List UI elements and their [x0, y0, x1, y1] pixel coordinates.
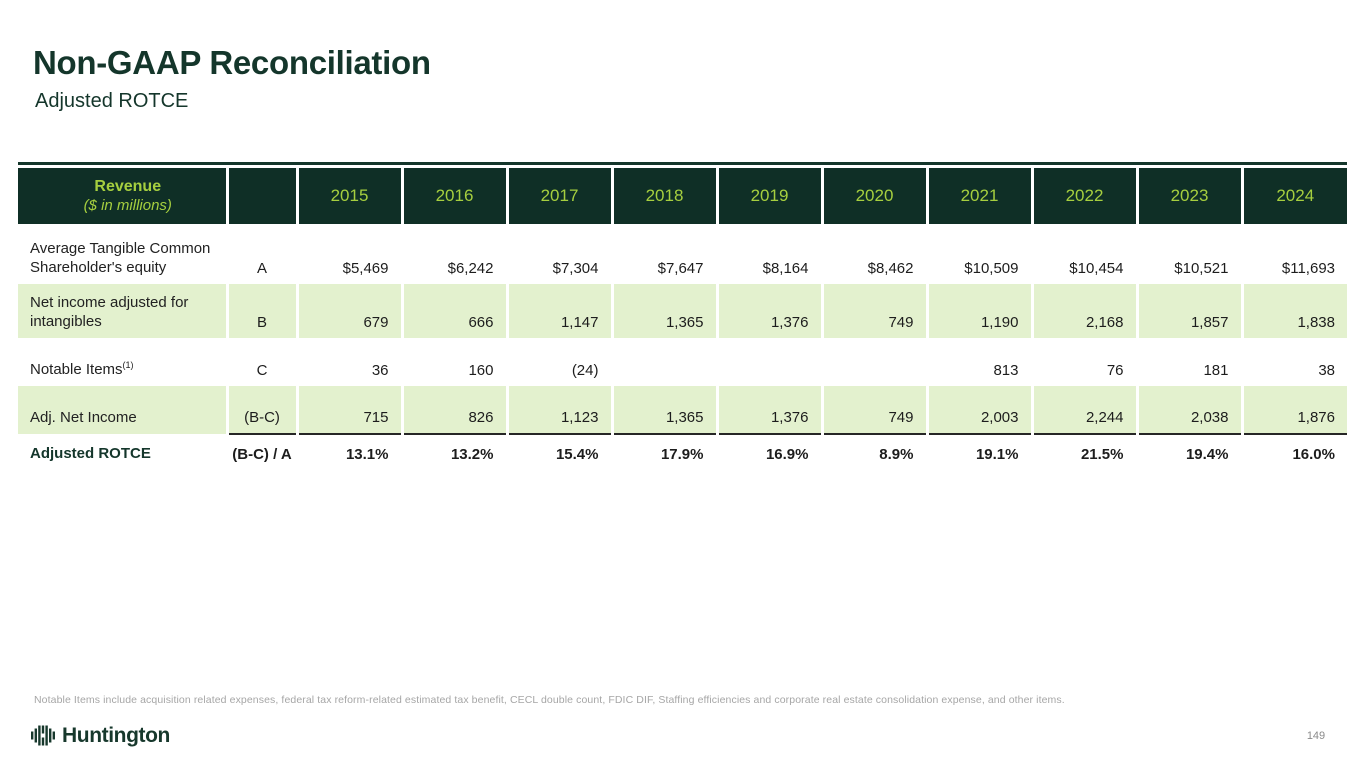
- row-label: Adjusted ROTCE: [18, 434, 229, 470]
- value-cell: 1,376: [717, 284, 824, 338]
- value-cell: 666: [402, 284, 509, 338]
- value-cell: $10,509: [927, 224, 1034, 284]
- value-cell: [717, 356, 824, 386]
- year-header: 2021: [927, 168, 1034, 224]
- row-label: Adj. Net Income: [18, 386, 229, 434]
- value-cell: 2,038: [1137, 386, 1244, 434]
- footnote-marker: (1): [122, 360, 134, 370]
- row-key: A: [227, 224, 299, 284]
- table-top-rule: [18, 162, 1347, 165]
- value-cell: 1,147: [507, 284, 614, 338]
- year-header: 2024: [1242, 168, 1347, 224]
- value-cell: 38: [1318, 362, 1335, 379]
- value-cell: 2,003: [927, 386, 1034, 434]
- table-header-row: Revenue ($ in millions) 2015 2016 2017 2…: [18, 168, 1347, 224]
- table-row-avg-tangible-equity: Average Tangible Common Shareholder's eq…: [18, 224, 1347, 284]
- value-cell: $6,242: [402, 224, 509, 284]
- value-cell: 2,168: [1032, 284, 1139, 338]
- value-cell: 16.9%: [717, 433, 824, 470]
- value-cell: $8,164: [717, 224, 824, 284]
- row-label: Average Tangible Common Shareholder's eq…: [18, 224, 229, 284]
- value-cell: 8.9%: [822, 433, 929, 470]
- value-cell: 17.9%: [612, 433, 719, 470]
- value-cell: 749: [822, 386, 929, 434]
- row-key: C: [227, 356, 299, 386]
- value-cell: $10,521: [1137, 224, 1244, 284]
- value-cell: $7,304: [507, 224, 614, 284]
- value-cell: 1,376: [717, 386, 824, 434]
- value-cell: 13.1%: [297, 433, 404, 470]
- table-row-notable-items: Notable Items(1) C 36 160 (24) 813 76 18…: [18, 356, 1347, 386]
- header-corner-cell: Revenue ($ in millions): [18, 168, 229, 224]
- row-key: B: [227, 284, 299, 338]
- value-cell: 21.5%: [1032, 433, 1139, 470]
- data-table: Revenue ($ in millions) 2015 2016 2017 2…: [18, 168, 1347, 470]
- year-header: 2016: [402, 168, 509, 224]
- row-key: (B-C) / A: [227, 433, 299, 470]
- spacer-row: [18, 338, 1347, 356]
- value-cell: 19.4%: [1137, 433, 1244, 470]
- value-cell: 19.1%: [927, 433, 1034, 470]
- footnote-text: Notable Items include acquisition relate…: [34, 694, 1065, 706]
- value-cell: $10,454: [1032, 224, 1139, 284]
- value-cell: 1,857: [1137, 284, 1244, 338]
- year-header: 2019: [717, 168, 824, 224]
- logo-wordmark: Huntington: [62, 723, 170, 747]
- value-cell: $7,647: [612, 224, 719, 284]
- value-cell: 160: [402, 356, 509, 386]
- value-cell: 76: [1032, 356, 1139, 386]
- value-cell: 1,365: [612, 386, 719, 434]
- header-key-cell: [227, 168, 299, 224]
- table-row-net-income-adjusted: Net income adjusted for intangibles B 67…: [18, 284, 1347, 338]
- value-cell: 16.0%: [1242, 433, 1347, 470]
- value-cell: $8,462: [822, 224, 929, 284]
- value-cell: 1,123: [507, 386, 614, 434]
- value-cell: 715: [297, 386, 404, 434]
- value-cell: $5,469: [297, 224, 404, 284]
- value-cell: 1,365: [612, 284, 719, 338]
- page-title: Non-GAAP Reconciliation: [33, 44, 431, 81]
- row-label: Notable Items(1): [18, 356, 229, 386]
- value-cell: 813: [927, 356, 1034, 386]
- table-row-adj-net-income: Adj. Net Income (B-C) 715 826 1,123 1,36…: [18, 386, 1347, 434]
- page-subtitle: Adjusted ROTCE: [35, 90, 189, 112]
- table-row-adjusted-rotce: Adjusted ROTCE (B-C) / A 13.1% 13.2% 15.…: [18, 433, 1347, 470]
- value-cell: 826: [402, 386, 509, 434]
- header-units: ($ in millions): [83, 197, 172, 214]
- value-cell: 1,876: [1242, 386, 1347, 434]
- page-number: 149: [1306, 730, 1326, 742]
- year-header: 2023: [1137, 168, 1244, 224]
- header-title: Revenue: [94, 178, 162, 195]
- value-cell: 749: [822, 284, 929, 338]
- value-cell: [612, 356, 719, 386]
- year-header: 2015: [297, 168, 404, 224]
- value-cell: 15.4%: [507, 433, 614, 470]
- year-header: 2020: [822, 168, 929, 224]
- year-header: 2018: [612, 168, 719, 224]
- rotce-reconciliation-table: Revenue ($ in millions) 2015 2016 2017 2…: [18, 162, 1347, 470]
- value-cell: 36: [297, 356, 404, 386]
- huntington-logo: Huntington: [30, 722, 170, 749]
- value-cell: 181: [1137, 356, 1244, 386]
- value-cell: 13.2%: [402, 433, 509, 470]
- value-cell: $11,693: [1281, 260, 1335, 277]
- value-cell: 2,244: [1032, 386, 1139, 434]
- year-header: 2022: [1032, 168, 1139, 224]
- row-key: (B-C): [227, 386, 299, 434]
- value-cell: (24): [507, 356, 614, 386]
- row-label: Net income adjusted for intangibles: [18, 284, 229, 338]
- huntington-hex-icon: [31, 725, 55, 746]
- value-cell: 679: [297, 284, 404, 338]
- value-cell: 1,838: [1242, 284, 1347, 338]
- year-header: 2017: [507, 168, 614, 224]
- value-cell: 1,190: [927, 284, 1034, 338]
- value-cell: [822, 356, 929, 386]
